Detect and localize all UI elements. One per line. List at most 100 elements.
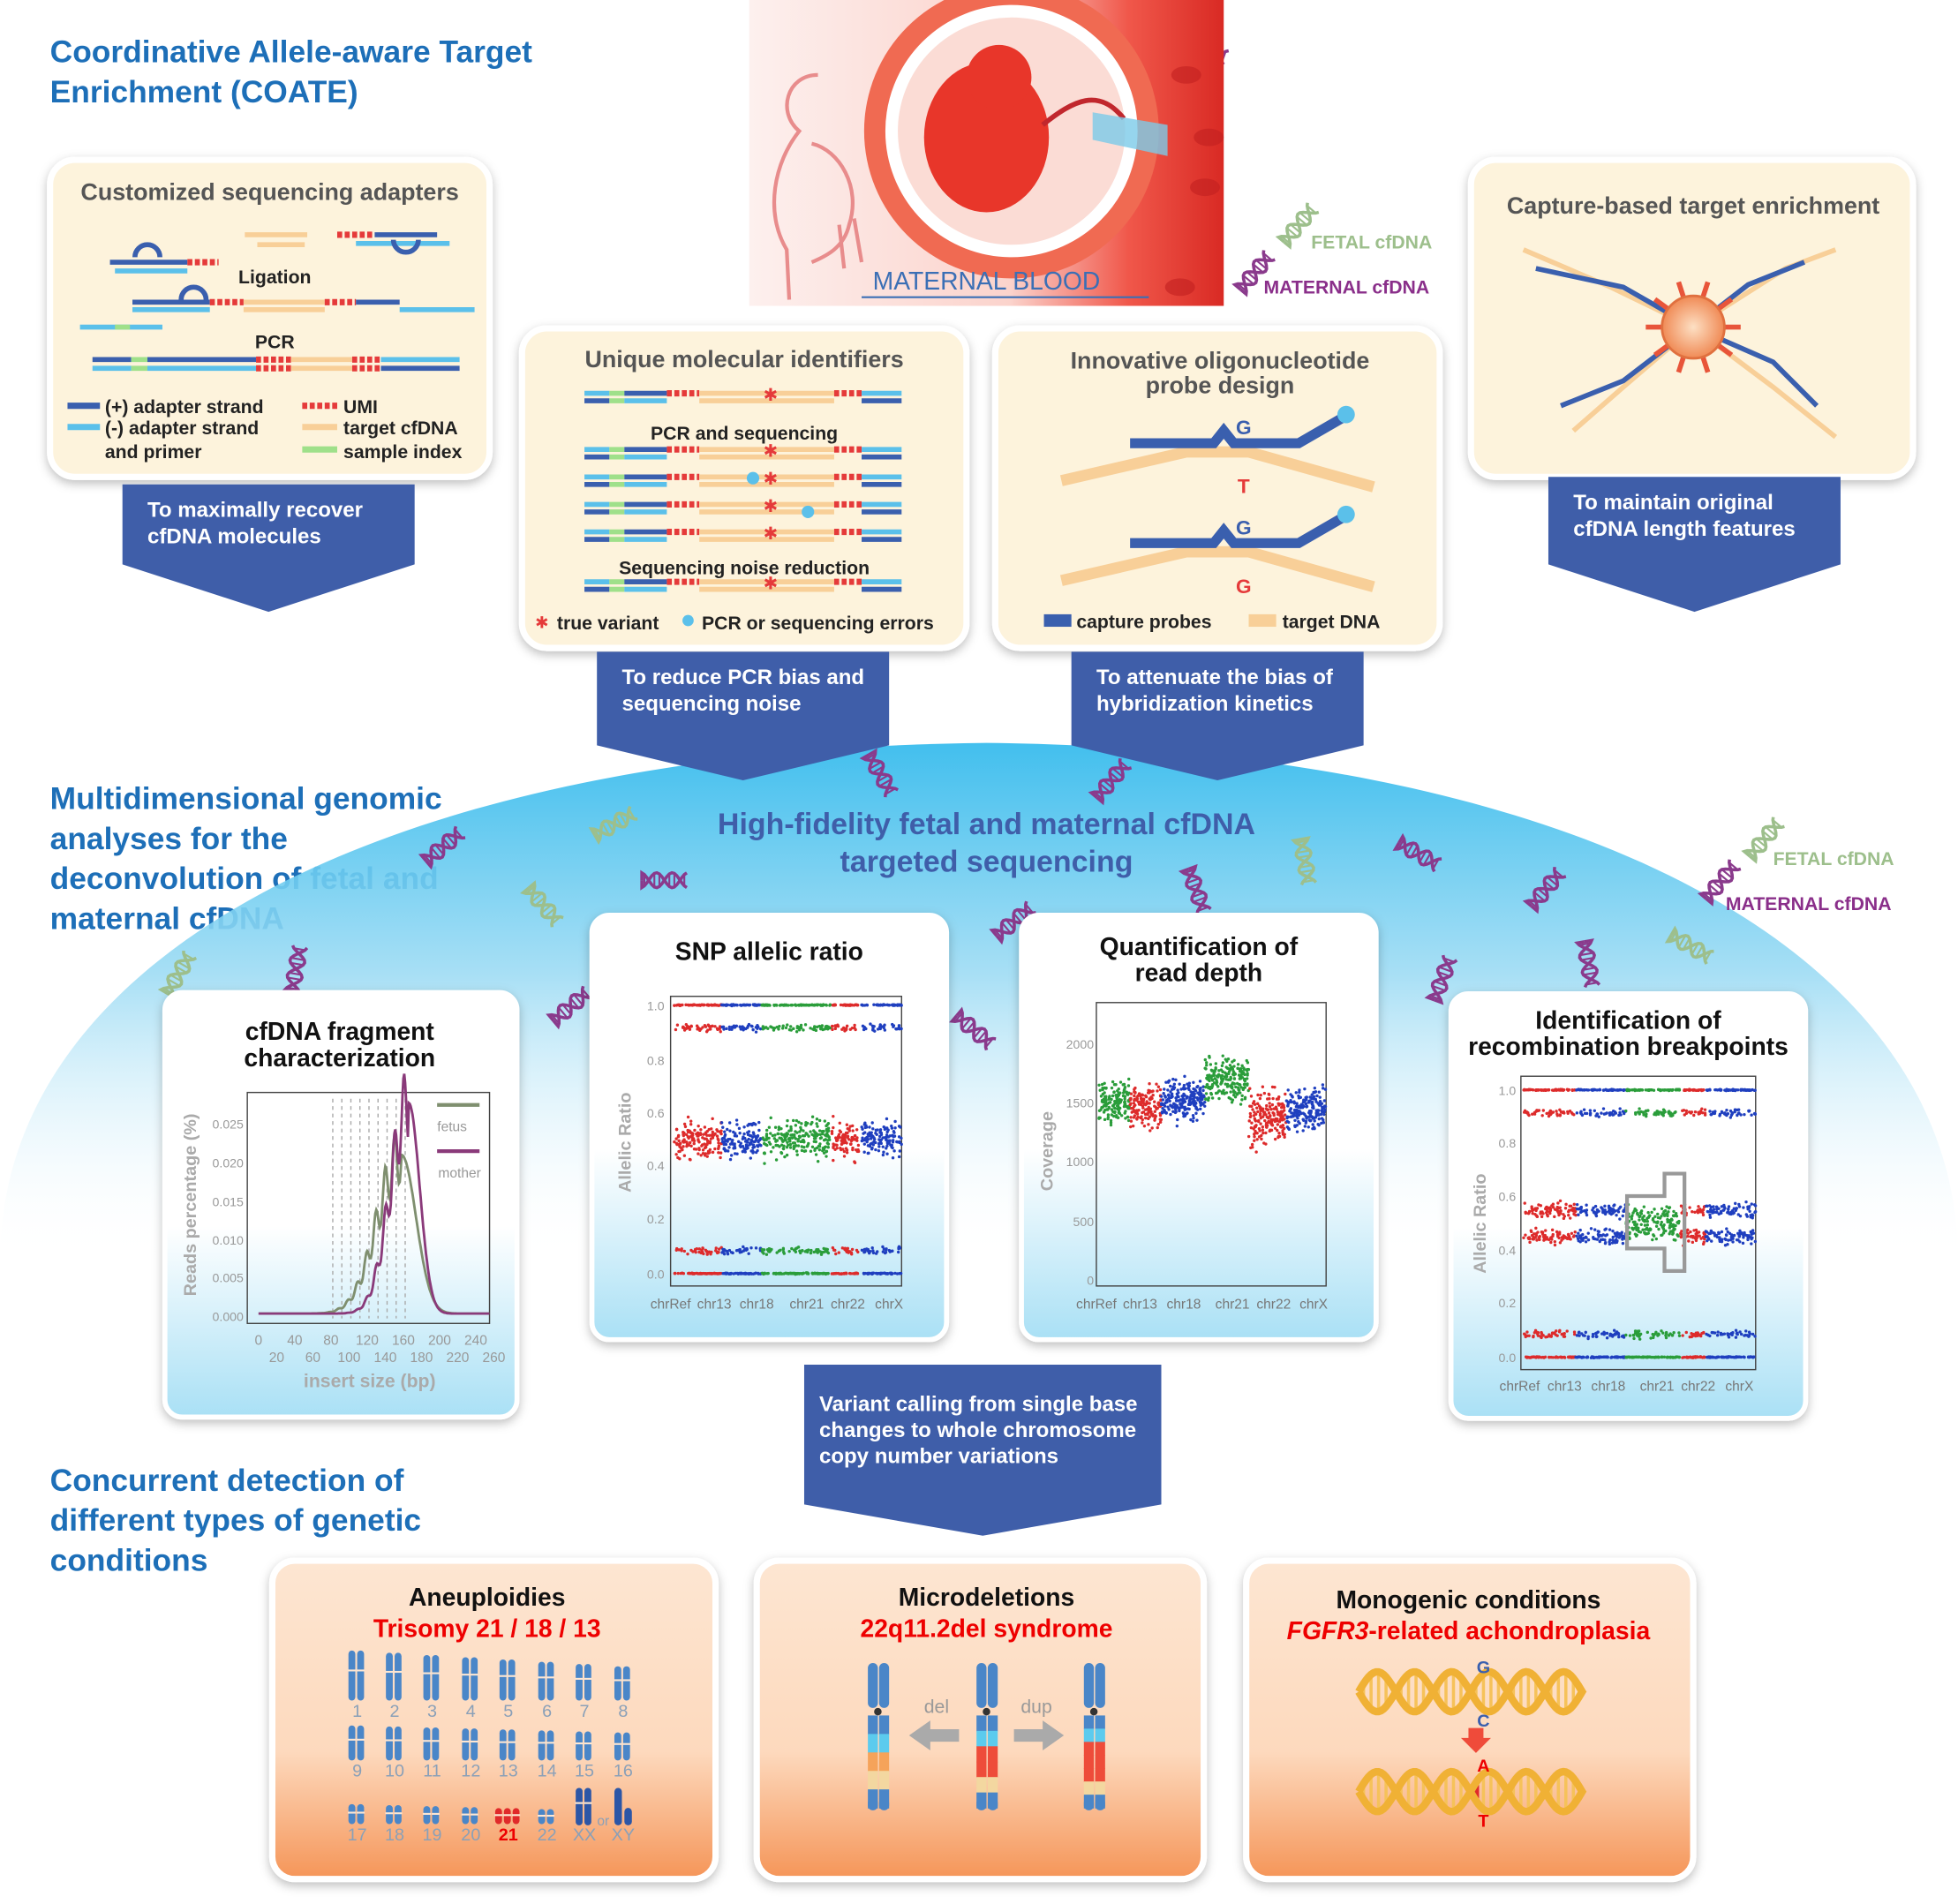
scatter-dot <box>1621 1241 1625 1246</box>
target-dna <box>1059 446 1375 493</box>
scatter-dot <box>1315 1094 1319 1098</box>
scatter-dot <box>896 1003 900 1006</box>
y-tick-label: 0.6 <box>647 1106 665 1120</box>
scatter-dot <box>716 1147 720 1151</box>
scatter-dot <box>1725 1109 1728 1112</box>
scatter-dot <box>1533 1331 1537 1335</box>
scatter-dot <box>885 1144 889 1148</box>
scatter-dot <box>1555 1355 1558 1358</box>
scatter-dot <box>1608 1238 1612 1242</box>
scatter-dot <box>1548 1211 1552 1215</box>
scatter-dot <box>1739 1113 1743 1117</box>
scatter-dot <box>743 1140 748 1143</box>
scatter-dot <box>1098 1088 1102 1092</box>
scatter-dot <box>778 1136 781 1140</box>
scatter-dot <box>802 1129 805 1133</box>
scatter-dot <box>1558 1114 1562 1118</box>
scatter-dot <box>719 1155 722 1160</box>
scatter-dot <box>1239 1086 1243 1089</box>
scatter-dot <box>701 1026 704 1029</box>
scatter-dot <box>1117 1091 1120 1095</box>
scatter-dot <box>1638 1230 1643 1234</box>
scatter-dot <box>1739 1332 1743 1336</box>
dna-rung <box>960 1019 964 1022</box>
scatter-dot <box>1649 1355 1653 1359</box>
scatter-dot <box>817 1148 822 1152</box>
error-dot <box>802 505 815 518</box>
scatter-dot <box>1698 1234 1701 1238</box>
scatter-dot <box>823 1146 827 1149</box>
scatter-dot <box>1276 1134 1281 1139</box>
scatter-dot <box>1724 1238 1728 1242</box>
scatter-dot <box>1103 1118 1107 1122</box>
scatter-dot <box>757 1128 761 1133</box>
scatter-dot <box>1310 1096 1314 1100</box>
chromosome <box>576 1664 583 1701</box>
scatter-dot <box>834 1252 838 1256</box>
scatter-dot <box>1133 1110 1137 1113</box>
scatter-dot <box>1565 1329 1569 1333</box>
base-label: T <box>1238 476 1250 498</box>
dna-rung <box>169 985 173 989</box>
scatter-dot <box>1655 1221 1660 1224</box>
dna-rung <box>184 953 193 960</box>
benefit-arrow <box>1548 477 1841 613</box>
scatter-dot <box>1227 1070 1231 1073</box>
scatter-dot <box>1148 1129 1152 1133</box>
scatter-dot <box>797 1272 802 1276</box>
scatter-dot <box>1243 1082 1246 1086</box>
scatter-dot <box>1737 1355 1742 1358</box>
scatter-dot <box>1201 1094 1206 1097</box>
scatter-dot <box>1585 1211 1588 1215</box>
scatter-dot <box>870 1246 874 1250</box>
scatter-dot <box>1527 1237 1531 1240</box>
dna-rung <box>1695 945 1704 957</box>
scatter-dot <box>869 1142 872 1146</box>
scatter-dot <box>1323 1104 1328 1109</box>
dna-strand <box>425 825 458 870</box>
scatter-dot <box>817 1250 822 1253</box>
y-tick-label: 0.000 <box>213 1309 244 1323</box>
scatter-dot <box>1186 1082 1189 1086</box>
scatter-dot <box>805 1250 810 1254</box>
scatter-dot <box>1671 1355 1675 1359</box>
dna-icon <box>1522 867 1567 914</box>
scatter-dot <box>1319 1103 1322 1107</box>
scatter-dot <box>1296 1109 1300 1112</box>
scatter-dot <box>1280 1103 1284 1106</box>
scatter-dot <box>1652 1336 1655 1340</box>
scatter-dot <box>1193 1099 1196 1103</box>
scatter-dot <box>1533 1110 1537 1115</box>
scatter-dot <box>1753 1210 1757 1215</box>
scatter-dot <box>768 1142 772 1146</box>
scatter-dot <box>772 1003 776 1007</box>
scatter-dot <box>765 1272 769 1276</box>
scatter-dot <box>1547 1238 1551 1242</box>
scatter-dot <box>1687 1087 1691 1091</box>
scatter-dot <box>1191 1091 1194 1095</box>
scatter-dot <box>1323 1087 1328 1091</box>
scatter-dot <box>778 1145 781 1148</box>
scatter-dot <box>1281 1133 1285 1136</box>
x-tick-label: 0 <box>255 1333 263 1348</box>
scatter-dot <box>814 1153 818 1156</box>
scatter-dot <box>1254 1125 1257 1129</box>
scatter-dot <box>1566 1355 1570 1359</box>
bead-probe <box>1653 342 1671 357</box>
scatter-dot <box>1255 1106 1259 1110</box>
scatter-dot <box>701 1151 705 1155</box>
y-tick-label: 0.2 <box>647 1212 665 1226</box>
scatter-dot <box>889 1249 892 1253</box>
scatter-dot <box>1188 1096 1192 1101</box>
scatter-dot <box>1585 1208 1589 1212</box>
dna-rung <box>531 892 542 902</box>
scatter-dot <box>1155 1082 1158 1086</box>
scatter-dot <box>834 1271 838 1276</box>
scatter-dot <box>842 1155 847 1158</box>
scatter-dot <box>1697 1230 1701 1234</box>
scatter-dot <box>682 1154 687 1157</box>
dna-rung <box>961 1019 971 1029</box>
scatter-dot <box>885 1130 889 1134</box>
scatter-dot <box>1711 1356 1714 1359</box>
